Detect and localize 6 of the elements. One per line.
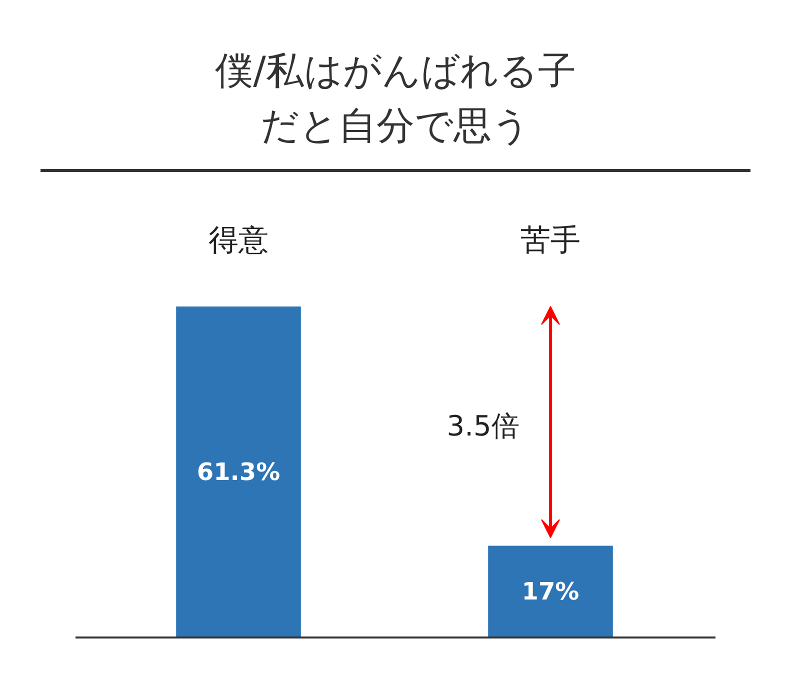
annotation: 3.5倍 <box>446 410 520 443</box>
x-tick-label: 得意 <box>208 222 268 258</box>
chart-title: 僕/私はがんばれる子だと自分で思う <box>215 48 576 148</box>
x-tick-label: 苦手 <box>520 222 580 258</box>
data-label: 17% <box>522 578 580 606</box>
data-label: 61.3% <box>196 458 280 486</box>
